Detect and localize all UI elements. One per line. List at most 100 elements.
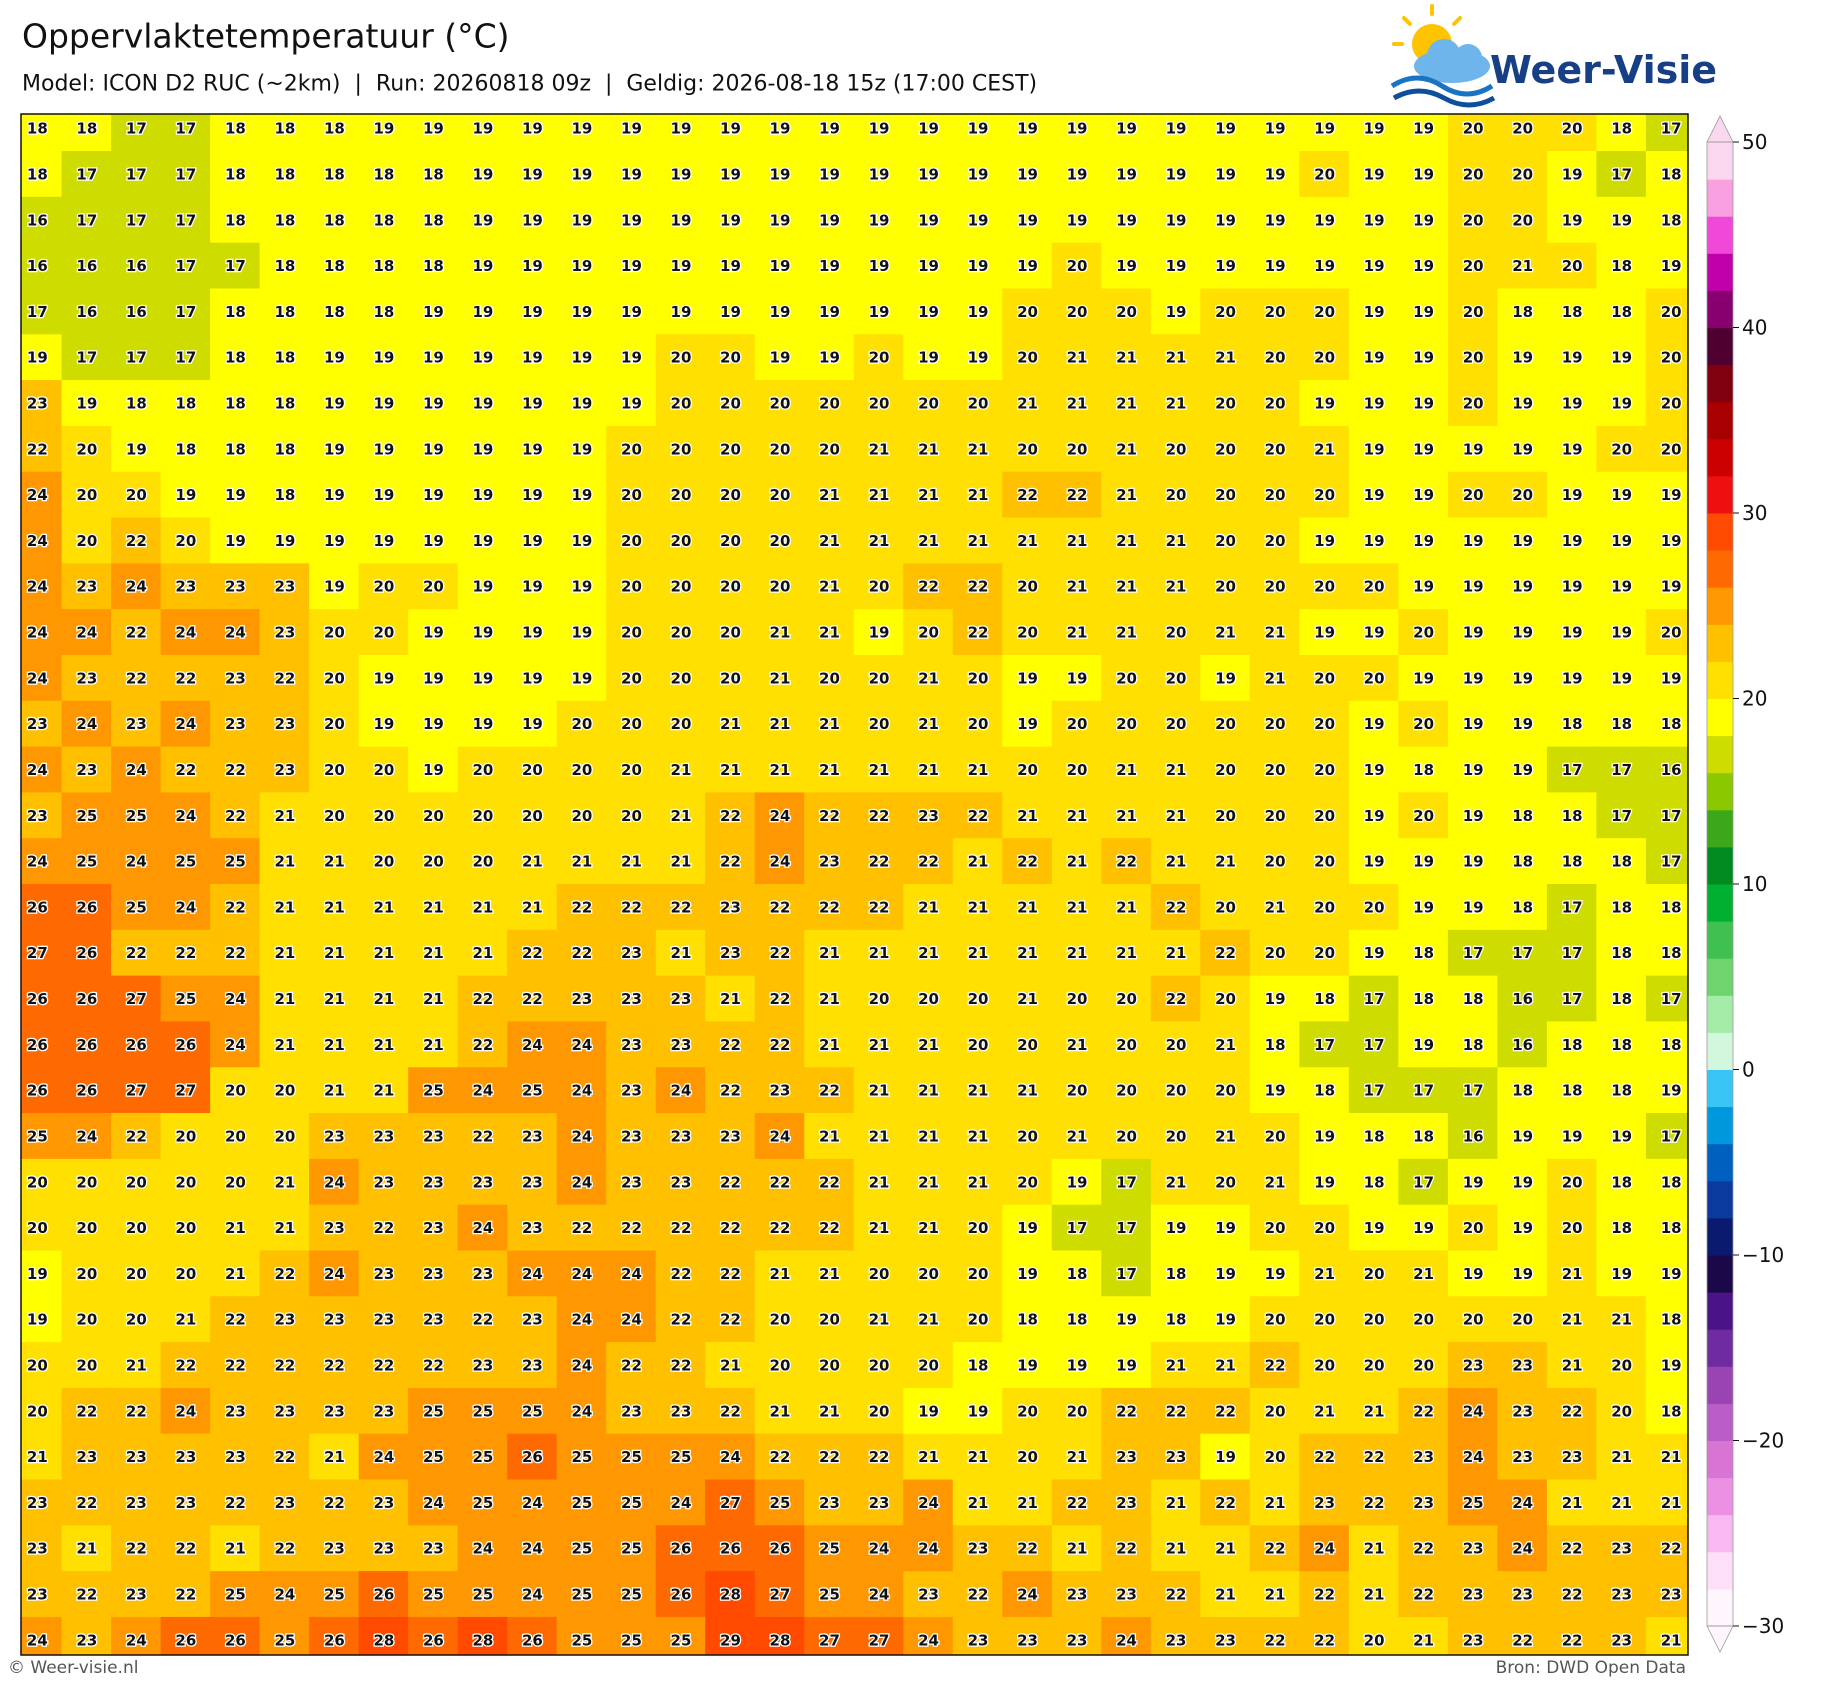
temperature-cell [259, 1067, 311, 1115]
temperature-label: 26 [423, 1631, 444, 1649]
temperature-cell [1002, 151, 1053, 198]
temperature-cell [210, 563, 261, 611]
temperature-label: 20 [522, 807, 543, 825]
temperature-cell [1051, 288, 1103, 336]
temperature-label: 21 [1265, 1494, 1286, 1512]
temperature-cell [61, 517, 113, 565]
temperature-label: 21 [1067, 624, 1088, 642]
temperature-label: 20 [1215, 1082, 1236, 1100]
temperature-label: 21 [1166, 1173, 1187, 1191]
temperature-cell [853, 288, 905, 336]
temperature-cell [507, 700, 558, 748]
temperature-cell [358, 1021, 410, 1069]
temperature-label: 20 [720, 349, 741, 367]
temperature-label: 26 [225, 1631, 246, 1649]
temperature-label: 19 [1364, 944, 1385, 962]
temperature-cell [1150, 425, 1202, 473]
temperature-label: 19 [126, 440, 147, 458]
temperature-cell [111, 425, 162, 473]
temperature-cell [705, 517, 756, 565]
temperature-cell [1101, 196, 1152, 244]
temperature-label: 19 [621, 257, 642, 275]
temperature-label: 18 [1364, 1173, 1385, 1191]
temperature-label: 20 [869, 1265, 890, 1283]
temperature-cell [111, 609, 162, 656]
temperature-label: 20 [27, 1219, 48, 1237]
temperature-cell [1348, 884, 1400, 931]
temperature-cell [655, 884, 707, 931]
temperature-label: 19 [1512, 1265, 1533, 1283]
temperature-label: 20 [1215, 898, 1236, 916]
temperature-label: 21 [671, 853, 692, 871]
temperature-label: 20 [1314, 853, 1335, 871]
temperature-label: 24 [27, 761, 48, 779]
temperature-label: 18 [1611, 1173, 1632, 1191]
temperature-cell [1645, 654, 1688, 702]
temperature-label: 22 [819, 898, 840, 916]
temperature-label: 22 [1364, 1494, 1385, 1512]
temperature-cell [804, 242, 855, 290]
temperature-label: 20 [968, 990, 989, 1008]
colorbar-band [1707, 550, 1733, 588]
temperature-label: 20 [1314, 715, 1335, 733]
temperature-cell [606, 242, 657, 290]
temperature-cell [1200, 334, 1251, 382]
temperature-label: 20 [1265, 532, 1286, 550]
temperature-label: 24 [770, 807, 791, 825]
temperature-label: 23 [76, 578, 97, 596]
temperature-cell [1299, 196, 1350, 244]
temperature-label: 19 [572, 578, 593, 596]
temperature-cell [754, 746, 806, 794]
temperature-label: 24 [76, 715, 97, 733]
temperature-cell [21, 884, 63, 931]
temperature-cell [408, 1021, 459, 1069]
temperature-label: 22 [1265, 1540, 1286, 1558]
temperature-label: 23 [621, 990, 642, 1008]
temperature-label: 20 [1017, 624, 1038, 642]
temperature-label: 28 [373, 1631, 394, 1649]
temperature-label: 20 [1463, 120, 1484, 138]
temperature-cell [1348, 563, 1400, 611]
temperature-label: 17 [126, 211, 147, 229]
temperature-label: 20 [621, 440, 642, 458]
temperature-label: 22 [720, 1082, 741, 1100]
temperature-label: 21 [522, 853, 543, 871]
temperature-label: 22 [968, 578, 989, 596]
temperature-cell [1200, 654, 1251, 702]
colorbar-band [1707, 513, 1733, 551]
temperature-label: 19 [968, 303, 989, 321]
temperature-cell [259, 196, 311, 244]
temperature-label: 22 [175, 944, 196, 962]
temperature-label: 22 [225, 807, 246, 825]
temperature-label: 25 [175, 990, 196, 1008]
temperature-cell [1101, 700, 1152, 748]
temperature-cell [210, 380, 261, 427]
temperature-cell [111, 517, 162, 565]
temperature-label: 18 [1562, 303, 1583, 321]
temperature-label: 20 [1067, 715, 1088, 733]
temperature-label: 22 [621, 898, 642, 916]
temperature-label: 19 [423, 532, 444, 550]
temperature-cell [556, 114, 608, 153]
temperature-cell [457, 792, 509, 840]
temperature-label: 22 [126, 1402, 147, 1420]
temperature-label: 19 [968, 120, 989, 138]
temperature-label: 22 [918, 578, 939, 596]
temperature-cell [1398, 975, 1449, 1023]
temperature-cell [903, 380, 954, 427]
colorbar-extend-top [1706, 115, 1734, 143]
temperature-label: 23 [126, 1448, 147, 1466]
temperature-label: 24 [572, 1356, 593, 1374]
temperature-cell [1299, 929, 1350, 977]
temperature-label: 21 [1166, 395, 1187, 413]
temperature-cell [457, 563, 509, 611]
temperature-label: 17 [76, 165, 97, 183]
colorbar-band [1707, 884, 1733, 922]
temperature-label: 23 [423, 1540, 444, 1558]
temperature-label: 17 [1611, 165, 1632, 183]
temperature-cell [1348, 242, 1400, 290]
temperature-label: 20 [1463, 395, 1484, 413]
temperature-cell [1101, 288, 1152, 336]
temperature-cell [1645, 838, 1688, 885]
temperature-cell [111, 884, 162, 931]
